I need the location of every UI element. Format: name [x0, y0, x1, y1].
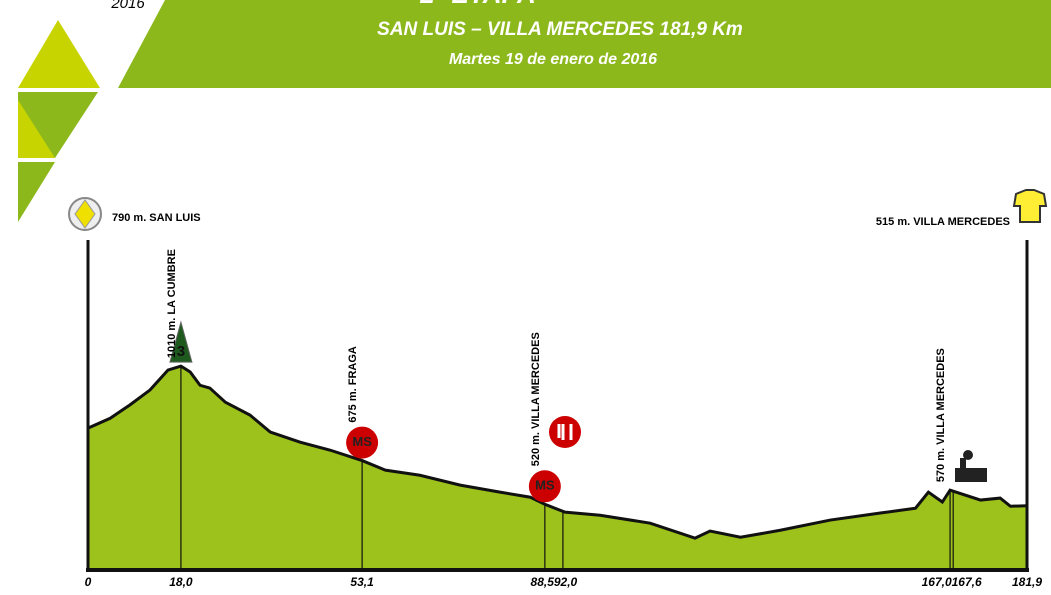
stage: 2ª ETAPA — [419, 0, 536, 9]
chart-title: SAN LUIS – VILLA MERCEDES 181,9 Km — [377, 19, 743, 40]
header-band — [118, 0, 1051, 88]
point-label: 675 m. FRAGA — [347, 346, 359, 422]
x-tick-label: 0 — [85, 575, 92, 589]
profile-line — [87, 364, 1028, 540]
chart-subtitle: Martes 19 de enero de 2016 — [449, 51, 657, 68]
x-tick-label: 18,0 — [169, 575, 193, 589]
x-tick-label: 181,9 — [1012, 575, 1042, 589]
x-tick-label: 53,1 — [350, 575, 374, 589]
factory-icon — [955, 450, 987, 482]
logo-shape — [18, 100, 55, 158]
point-label: 1010 m. LA CUMBRE — [166, 249, 178, 358]
logo-shape — [18, 20, 100, 88]
sprint-icon — [346, 426, 379, 459]
sprint-marker: MS — [528, 470, 561, 503]
point-label: 570 m. VILLA MERCEDES — [935, 348, 947, 482]
sprint-marker: MS — [346, 426, 379, 459]
climb-icon — [169, 320, 193, 363]
x-tick-label: 92,0 — [554, 575, 578, 589]
start-icon — [68, 197, 102, 231]
climb-marker: 3 — [169, 320, 193, 363]
sprint-text: MS — [535, 478, 555, 493]
x-tick-label: 88,5 — [531, 575, 555, 589]
start-label: 790 m. SAN LUIS — [112, 212, 201, 224]
sprint-text: MS — [352, 434, 372, 449]
x-tick-label: 167,0 — [922, 575, 952, 589]
finish-jersey — [1012, 189, 1048, 223]
logo-shape — [18, 162, 55, 222]
food-icon — [549, 416, 581, 448]
finish-label: 515 m. VILLA MERCEDES — [876, 216, 1010, 228]
x-tick-label: 167,6 — [952, 575, 982, 589]
point-label: 520 m. VILLA MERCEDES — [530, 332, 542, 466]
climb-category: 3 — [177, 343, 185, 360]
profile-area — [88, 366, 1027, 570]
sprint-icon — [528, 470, 561, 503]
logo-year: 2016 — [110, 0, 145, 12]
